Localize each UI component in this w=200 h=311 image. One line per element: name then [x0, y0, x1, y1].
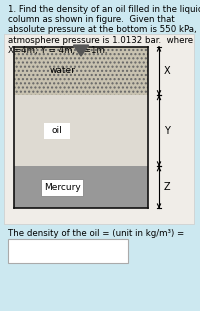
FancyBboxPatch shape [41, 179, 83, 196]
Text: Mercury: Mercury [44, 183, 81, 192]
Bar [14, 166, 148, 208]
Bar [14, 47, 148, 95]
Text: The density of the oil = (unit in kg/m³) =: The density of the oil = (unit in kg/m³)… [8, 229, 184, 238]
Bar [8, 239, 128, 263]
Text: water: water [49, 67, 75, 75]
Text: oil: oil [52, 126, 62, 135]
Text: Z: Z [164, 182, 171, 192]
Bar [14, 95, 148, 166]
Text: 1. Find the density of an oil filled in the liquid
column as shown in figure.  G: 1. Find the density of an oil filled in … [8, 5, 200, 55]
Text: Y: Y [164, 126, 170, 136]
FancyBboxPatch shape [4, 34, 194, 224]
Bar [14, 47, 148, 208]
FancyBboxPatch shape [44, 123, 70, 139]
Polygon shape [73, 45, 89, 56]
Text: X: X [164, 66, 171, 76]
